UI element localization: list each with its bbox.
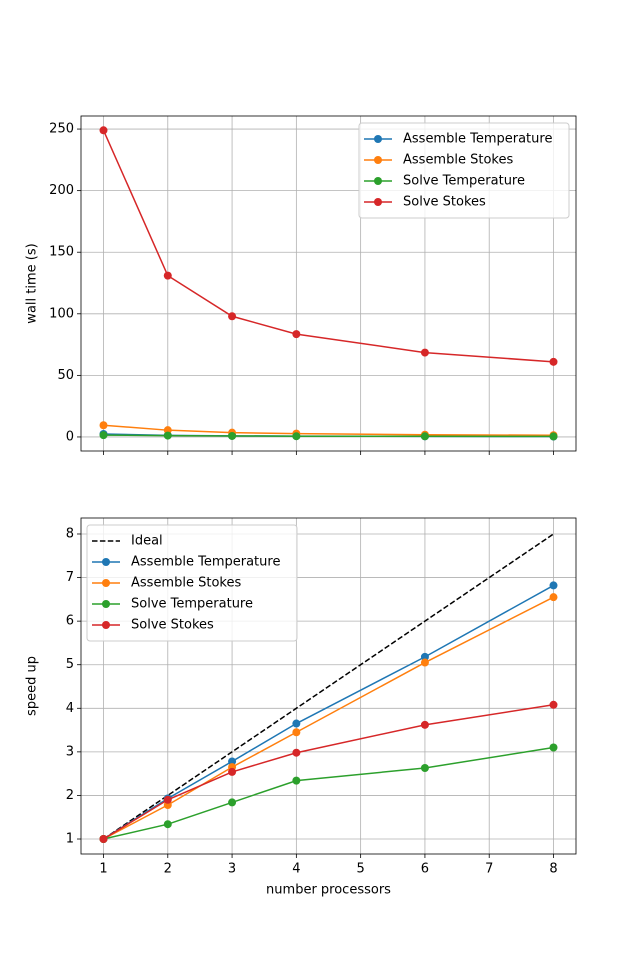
legend-marker: [102, 621, 110, 629]
data-point: [228, 798, 237, 807]
y-tick-label: 150: [49, 245, 74, 260]
y-tick-label: 50: [57, 368, 74, 383]
x-tick-label: 2: [164, 862, 172, 877]
legend-marker: [102, 579, 110, 587]
series-line: [103, 596, 554, 840]
legend-marker: [374, 135, 382, 143]
legend-marker: [102, 600, 110, 608]
data-point: [99, 421, 108, 430]
data-point: [292, 330, 301, 339]
plot-frame: [80, 517, 577, 855]
data-point: [549, 432, 558, 441]
legend-label: Solve Stokes: [403, 195, 486, 210]
legend-marker: [374, 198, 382, 206]
data-point: [99, 431, 108, 440]
legend-label: Assemble Temperature: [403, 132, 552, 147]
data-point: [420, 658, 429, 667]
plot-frame: [80, 115, 577, 452]
data-point: [163, 271, 172, 280]
legend-label: Assemble Stokes: [131, 576, 241, 591]
legend-box: [358, 122, 570, 219]
data-point: [549, 593, 558, 602]
y-tick-label: 6: [66, 614, 74, 629]
data-point: [549, 700, 558, 709]
series-line: [103, 434, 554, 438]
y-tick-label: 0: [66, 429, 74, 444]
legend-label: Solve Temperature: [131, 597, 253, 612]
series-line: [103, 704, 554, 840]
legend-label: Solve Temperature: [403, 174, 525, 189]
series-line: [103, 424, 554, 436]
y-tick-label: 1: [66, 832, 74, 847]
data-point: [228, 767, 237, 776]
y-tick-label: 2: [66, 788, 74, 803]
data-point: [99, 126, 108, 135]
legend-label: Assemble Stokes: [403, 153, 513, 168]
legend-marker: [102, 558, 110, 566]
data-point: [163, 820, 172, 829]
data-point: [292, 728, 301, 737]
data-point: [163, 431, 172, 440]
data-point: [292, 432, 301, 441]
legend-label: Assemble Temperature: [131, 555, 280, 570]
y-tick-label: 3: [66, 744, 74, 759]
x-tick-label: 6: [421, 862, 429, 877]
legend-label: Solve Stokes: [131, 618, 214, 633]
x-tick-label: 8: [549, 862, 557, 877]
series-line: [103, 584, 554, 840]
legend-label: Ideal: [131, 534, 163, 549]
x-tick-label: 1: [99, 862, 107, 877]
data-point: [420, 348, 429, 357]
y-tick-label: 8: [66, 526, 74, 541]
data-point: [292, 719, 301, 728]
data-point: [549, 743, 558, 752]
legend-marker: [374, 177, 382, 185]
y-tick-label: 200: [49, 183, 74, 198]
series-line: [102, 129, 554, 363]
x-tick-label: 3: [228, 862, 236, 877]
data-point: [228, 757, 237, 766]
data-point: [420, 720, 429, 729]
x-tick-label: 4: [292, 862, 300, 877]
y-tick-label: 5: [66, 657, 74, 672]
series-line: [103, 746, 554, 840]
data-point: [99, 835, 108, 844]
data-point: [228, 431, 237, 440]
data-point: [292, 776, 301, 785]
data-point: [163, 795, 172, 804]
data-point: [420, 652, 429, 661]
y-tick-label: 7: [66, 570, 74, 585]
x-axis-label: number processors: [266, 883, 391, 898]
y-axis-label: wall time (s): [25, 243, 40, 323]
x-tick-label: 7: [485, 862, 493, 877]
data-point: [549, 357, 558, 366]
data-point: [292, 748, 301, 757]
y-tick-label: 250: [49, 122, 74, 137]
series-line: [103, 533, 554, 840]
data-point: [549, 581, 558, 590]
legend-box: [86, 524, 298, 642]
x-tick-label: 5: [357, 862, 365, 877]
data-point: [420, 432, 429, 441]
data-point: [228, 312, 237, 321]
data-point: [420, 763, 429, 772]
y-axis-label: speed up: [25, 656, 40, 716]
y-tick-label: 4: [66, 701, 74, 716]
y-tick-label: 100: [49, 306, 74, 321]
legend-marker: [374, 156, 382, 164]
